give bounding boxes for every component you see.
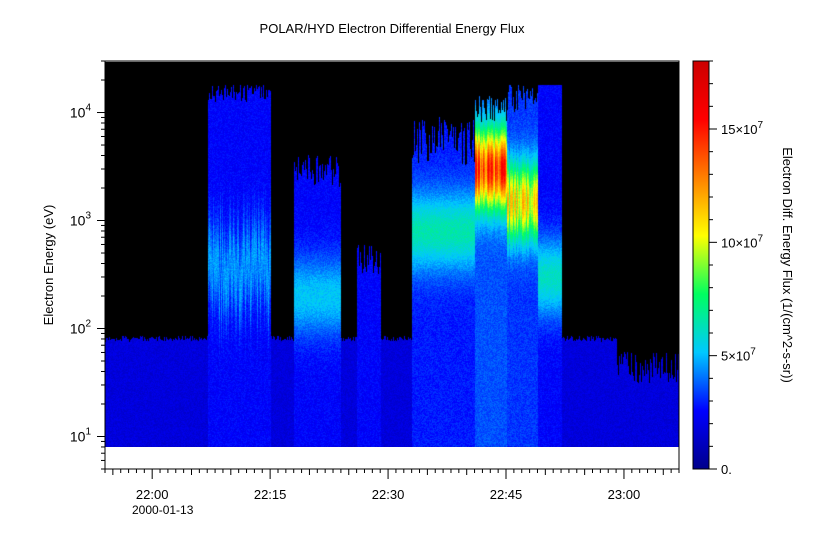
x-tick-label: 23:00 xyxy=(608,487,641,502)
colorbar: 0. 5×107 10×107 15×107 xyxy=(692,60,764,477)
colorbar-gradient xyxy=(692,60,710,470)
x-tick-label: 22:45 xyxy=(490,487,523,502)
x-tick-label: 22:15 xyxy=(254,487,287,502)
y-tick-label: 104 xyxy=(70,103,92,121)
colorbar-tick-label: 0. xyxy=(721,462,732,477)
y-axis-label: Electron Energy (eV) xyxy=(41,205,56,326)
y-tick-label: 101 xyxy=(70,426,92,444)
y-tick-label: 103 xyxy=(70,211,92,229)
chart-title: POLAR/HYD Electron Differential Energy F… xyxy=(260,21,525,36)
spectrogram-image xyxy=(105,61,679,447)
date-label: 2000-01-13 xyxy=(132,503,194,517)
y-axis: 101 102 103 104 xyxy=(70,60,105,470)
plot-frame xyxy=(104,60,680,470)
colorbar-tick-label: 15×107 xyxy=(721,120,764,137)
colorbar-tick-label: 10×107 xyxy=(721,233,764,250)
plot-area xyxy=(104,60,680,470)
colorbar-tick-label: 5×107 xyxy=(721,347,756,364)
x-tick-label: 22:00 xyxy=(136,487,169,502)
x-axis: 22:00 22:15 22:30 22:45 23:00 xyxy=(104,469,680,502)
colorbar-label: Electron Diff. Energy Flux (1/(cm^2-s-sr… xyxy=(780,147,795,383)
y-tick-label: 102 xyxy=(70,319,92,337)
x-tick-label: 22:30 xyxy=(372,487,405,502)
